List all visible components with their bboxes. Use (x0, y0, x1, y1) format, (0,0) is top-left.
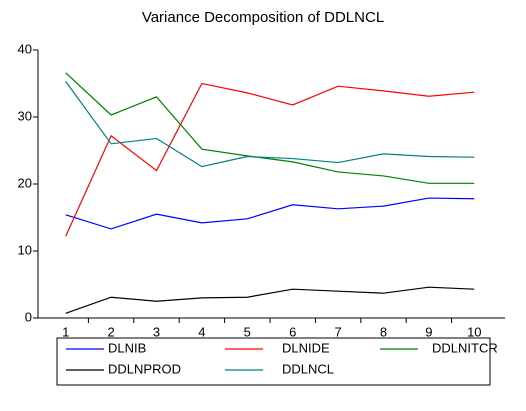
x-tick-label: 6 (289, 324, 296, 339)
legend-label: DDLNITCR (432, 340, 498, 355)
legend-label: DDLNCL (282, 361, 334, 376)
x-tick-label: 10 (467, 324, 481, 339)
legend-label: DLNIB (108, 340, 146, 355)
y-tick-label: 40 (18, 41, 32, 56)
x-tick-label: 8 (380, 324, 387, 339)
series-line (65, 81, 475, 168)
series-line (65, 286, 475, 314)
x-tick-label: 5 (244, 324, 251, 339)
x-tick-label: 3 (153, 324, 160, 339)
y-tick-label: 10 (18, 242, 32, 257)
x-tick-label: 2 (107, 324, 114, 339)
legend-label: DLNIDE (282, 340, 330, 355)
x-tick-label: 1 (62, 324, 69, 339)
x-tick-label: 4 (198, 324, 205, 339)
series-line (65, 82, 475, 237)
chart-title: Variance Decomposition of DDLNCL (142, 9, 384, 26)
legend-label: DDLNPROD (108, 361, 181, 376)
x-tick-label: 7 (334, 324, 341, 339)
x-tick-label: 9 (425, 324, 432, 339)
y-tick-label: 0 (25, 309, 32, 324)
series-line (65, 197, 475, 230)
y-tick-label: 20 (18, 175, 32, 190)
legend-box (56, 337, 491, 386)
series-line (65, 72, 475, 184)
y-tick-label: 30 (18, 108, 32, 123)
